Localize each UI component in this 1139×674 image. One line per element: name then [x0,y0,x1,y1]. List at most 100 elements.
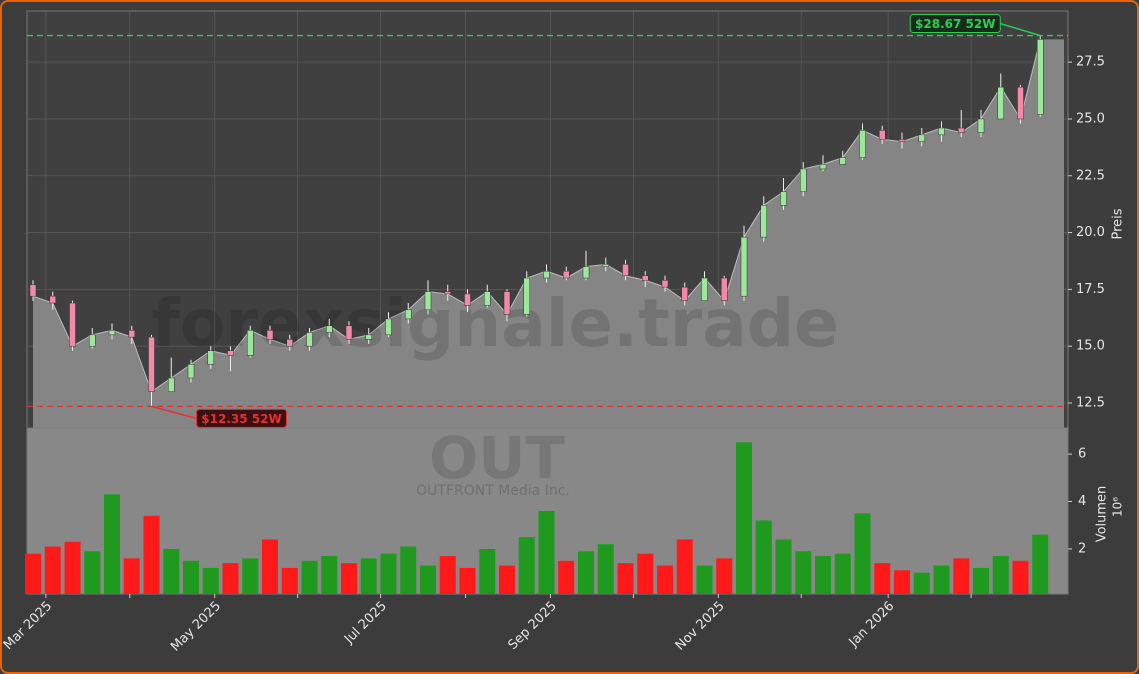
candle-body [326,325,333,333]
candle-body [1017,86,1024,120]
candle-body [286,339,293,347]
volume-bar [262,539,278,594]
close-line [32,39,1041,393]
candle-body [49,295,56,304]
candle-body [819,164,827,170]
candle-body [622,264,629,276]
candle-body [997,86,1004,120]
volume-bar [953,558,970,594]
volume-bar [222,563,239,594]
candle-body [602,264,609,267]
chart-subtitle: OUTFRONT Media Inc. [416,483,570,499]
volume-bar [894,570,910,594]
volume-bar [479,548,496,594]
volume-bar [637,553,654,594]
volume-bar [439,556,456,594]
candle-body [89,334,96,347]
candle-body [1037,39,1044,115]
y-tick-label: 25.0 [1076,111,1105,126]
y-axis-label: Preis [1111,208,1126,239]
volume-bar [578,551,594,594]
volume-bar [499,565,515,594]
volume-bar [597,544,614,594]
annotation-box [196,408,287,428]
candle-body [681,286,688,301]
candle-body [740,236,748,297]
volume-bar [657,565,673,594]
x-tick-label: Jan 2026 [846,599,898,651]
candle-body [187,364,195,379]
x-tick-label: May 2025 [168,599,224,655]
annotation-label: $28.67 52W [915,17,995,31]
volume-bar [459,567,476,594]
volume-bar [420,565,436,594]
candle-body [503,291,511,315]
volume-bar [25,553,41,594]
volume-bar [913,572,930,594]
volume-axis-label: Volumen [1095,486,1110,543]
annotation-arrow [151,405,197,420]
volume-bar [815,556,831,594]
candle-body [543,270,550,279]
candle-body [148,336,155,392]
candle-body [721,277,728,301]
candle-body [800,168,807,192]
volume-bar [795,551,812,594]
candle-body [108,330,116,336]
volume-bar [518,537,535,594]
candle-body [345,325,353,340]
candle-body [385,318,392,336]
chart-title: OUT [429,424,565,492]
volume-bar [992,556,1009,594]
volume-bar [1012,560,1029,594]
price-area [33,39,1064,428]
candle-body [29,284,37,297]
candle-body [484,291,491,306]
volume-bar [44,546,61,594]
candle-body [306,332,313,347]
y-tick-label: 17.5 [1076,282,1105,297]
candle-body [444,291,451,295]
volume-bar [104,494,120,594]
candle-body [859,130,866,158]
candle-body [247,330,254,356]
volume-bar [242,558,259,594]
volume-bar [696,565,713,594]
candle-body [563,270,570,279]
volume-tick-label: 2 [1078,541,1086,556]
volume-bar [202,567,219,594]
annotation-arrow [1000,22,1041,37]
candle-body [661,280,669,288]
volume-bar [183,560,199,594]
volume-bar [341,563,357,594]
volume-bar [281,567,298,594]
annotation-box [909,14,1001,34]
volume-bar [558,560,575,594]
y-tick-label: 27.5 [1076,55,1105,70]
volume-bar [854,513,871,594]
candle-body [918,134,925,142]
volume-bar [163,548,180,594]
volume-bar [301,560,318,594]
volume-tick-label: 6 [1078,447,1086,462]
volume-bar [400,546,417,594]
volume-bar [933,565,950,594]
candle-body [938,127,945,136]
volume-bar [321,556,338,594]
candle-body [69,302,76,347]
candle-body [464,293,471,306]
volume-bar [716,558,733,594]
volume-bar [736,442,752,594]
volume-bar [874,563,891,594]
candle-body [701,277,708,301]
volume-bar [834,553,851,594]
volume-bar [676,539,693,594]
candle-body [898,139,906,142]
candle-body [365,334,372,340]
volume-bar [380,553,397,594]
x-tick-label: Sep 2025 [506,599,560,653]
y-tick-label: 22.5 [1076,168,1105,183]
volume-bar [1032,534,1049,594]
